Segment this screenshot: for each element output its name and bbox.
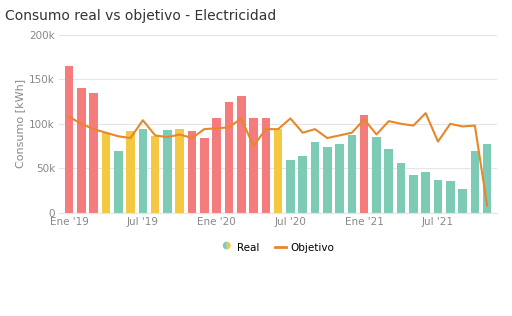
Y-axis label: Consumo [kWh]: Consumo [kWh] xyxy=(15,79,25,168)
Bar xyxy=(323,147,332,213)
Bar xyxy=(348,135,356,213)
Bar xyxy=(114,151,122,213)
Legend: Real, Objetivo: Real, Objetivo xyxy=(218,239,339,258)
Bar xyxy=(458,189,467,213)
Bar xyxy=(77,88,86,213)
Bar xyxy=(212,118,221,213)
Bar xyxy=(483,144,492,213)
Bar xyxy=(274,129,283,213)
Bar xyxy=(139,129,147,213)
Bar xyxy=(446,181,455,213)
Bar xyxy=(163,130,172,213)
Bar xyxy=(188,131,196,213)
Bar xyxy=(360,115,369,213)
Bar xyxy=(65,66,73,213)
Bar xyxy=(89,93,98,213)
Bar xyxy=(335,144,344,213)
Bar xyxy=(200,138,208,213)
Bar xyxy=(421,172,430,213)
Text: Consumo real vs objetivo - Electricidad: Consumo real vs objetivo - Electricidad xyxy=(5,9,276,23)
Bar xyxy=(397,163,406,213)
Bar xyxy=(225,102,233,213)
Bar xyxy=(311,142,319,213)
Bar xyxy=(385,149,393,213)
Bar xyxy=(471,151,479,213)
Bar xyxy=(298,156,307,213)
Bar xyxy=(126,131,135,213)
Bar xyxy=(151,136,159,213)
Bar xyxy=(372,137,381,213)
Bar xyxy=(249,118,258,213)
Bar xyxy=(102,133,110,213)
Bar xyxy=(434,180,442,213)
Bar xyxy=(286,160,295,213)
Bar xyxy=(262,118,270,213)
Bar xyxy=(409,174,418,213)
Bar xyxy=(237,96,246,213)
Bar xyxy=(176,129,184,213)
